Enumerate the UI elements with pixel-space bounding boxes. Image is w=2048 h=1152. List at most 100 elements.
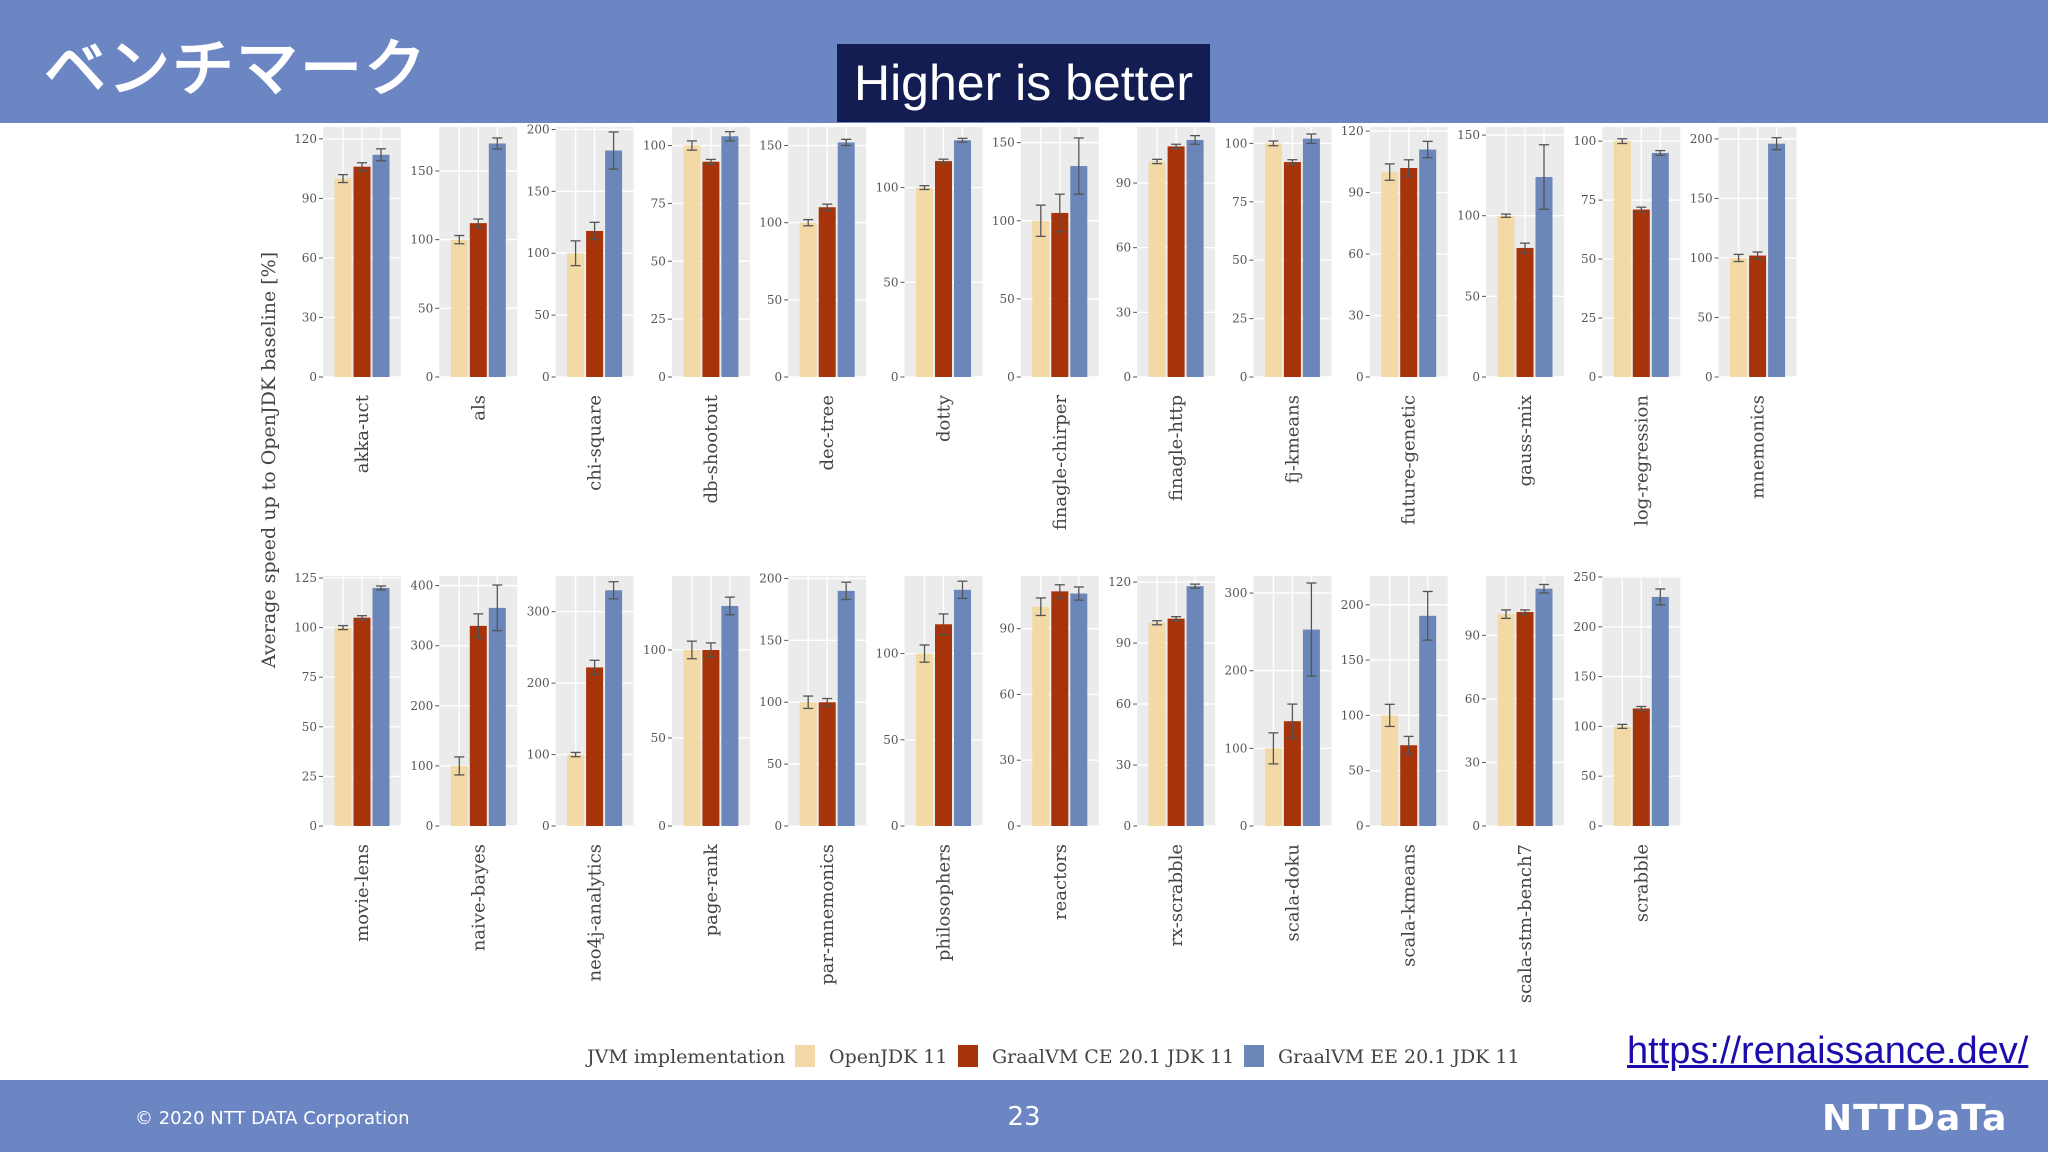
y-tick-label: 60 <box>1000 687 1015 701</box>
bar-graalvm-ce-20-1-jdk-11 <box>1400 167 1418 377</box>
panel-label: philosophers <box>934 844 955 961</box>
panel-label: als <box>468 395 489 421</box>
y-tick-label: 50 <box>883 275 898 289</box>
y-tick-label: 100 <box>759 695 782 709</box>
bar-graalvm-ee-20-1-jdk-11 <box>605 150 623 377</box>
y-tick-label: 25 <box>302 769 317 783</box>
slide-footer <box>0 1080 2048 1152</box>
bar-graalvm-ce-20-1-jdk-11 <box>586 667 604 826</box>
renaissance-url-link[interactable]: https://renaissance.dev/ <box>1627 1030 2029 1072</box>
bar-graalvm-ce-20-1-jdk-11 <box>353 617 371 826</box>
bar-graalvm-ee-20-1-jdk-11 <box>1651 596 1669 826</box>
y-tick-label: 30 <box>302 310 317 324</box>
bar-openjdk-11 <box>334 178 352 377</box>
panel-label: db-shootout <box>701 394 722 503</box>
bar-graalvm-ee-20-1-jdk-11 <box>1535 177 1553 377</box>
y-tick-label: 0 <box>1240 370 1248 384</box>
bar-graalvm-ee-20-1-jdk-11 <box>372 154 390 377</box>
y-tick-label: 400 <box>410 579 433 593</box>
bar-openjdk-11 <box>916 187 933 377</box>
bar-graalvm-ee-20-1-jdk-11 <box>488 607 506 826</box>
y-tick-label: 90 <box>1000 622 1015 636</box>
panel-label: dotty <box>934 394 955 442</box>
y-tick-label: 0 <box>658 370 666 384</box>
y-tick-label: 0 <box>658 819 666 833</box>
panel-fj-kmeans: 0 25 50 75 100 fj-kmeans <box>1224 127 1332 484</box>
bar-graalvm-ce-20-1-jdk-11 <box>818 207 836 377</box>
y-tick-label: 150 <box>992 136 1015 150</box>
panel-page-rank: 0 50 100 page-rank <box>643 576 750 936</box>
bar-openjdk-11 <box>567 253 585 377</box>
bar-openjdk-11 <box>1381 715 1399 826</box>
y-tick-label: 90 <box>1465 628 1480 642</box>
y-tick-label: 0 <box>1123 370 1131 384</box>
y-tick-label: 30 <box>1465 755 1480 769</box>
y-tick-label: 90 <box>1116 176 1131 190</box>
y-tick-label: 0 <box>1123 819 1131 833</box>
bar-openjdk-11 <box>799 702 817 826</box>
panel-label: movie-lens <box>352 844 373 942</box>
bar-openjdk-11 <box>1730 257 1748 377</box>
bar-graalvm-ee-20-1-jdk-11 <box>837 590 855 826</box>
y-tick-label: 100 <box>527 246 550 260</box>
y-tick-label: 0 <box>1472 819 1480 833</box>
y-tick-label: 100 <box>1690 251 1713 265</box>
bar-graalvm-ce-20-1-jdk-11 <box>469 625 487 826</box>
panel-naive-bayes: 0 100 200 300 400 naive-bayes <box>410 576 518 951</box>
panel-label: rx-scrabble <box>1166 844 1187 947</box>
bar-graalvm-ee-20-1-jdk-11 <box>1419 149 1437 377</box>
y-tick-label: 250 <box>1573 570 1596 584</box>
bar-graalvm-ee-20-1-jdk-11 <box>721 136 739 377</box>
bar-openjdk-11 <box>1032 606 1050 826</box>
bar-graalvm-ee-20-1-jdk-11 <box>721 605 739 826</box>
panel-label: chi-square <box>585 395 606 491</box>
panel-label: page-rank <box>701 843 722 936</box>
page-number: 23 <box>1007 1102 1041 1132</box>
y-tick-label: 0 <box>891 819 899 833</box>
bar-openjdk-11 <box>1613 726 1631 826</box>
slide-title: ベンチマーク <box>44 32 429 105</box>
y-tick-label: 25 <box>1232 312 1247 326</box>
panel-label: scrabble <box>1631 844 1652 922</box>
y-tick-label: 60 <box>1116 697 1131 711</box>
bar-graalvm-ce-20-1-jdk-11 <box>1749 255 1767 377</box>
panel-reactors: 0 30 60 90 reactors <box>1000 576 1099 920</box>
y-tick-label: 100 <box>876 647 899 661</box>
panel-label: par-mnemonics <box>817 844 838 985</box>
y-tick-label: 0 <box>1356 819 1364 833</box>
higher-is-better-callout: Higher is better <box>837 44 1210 122</box>
bar-graalvm-ee-20-1-jdk-11 <box>1419 615 1437 826</box>
legend-swatch <box>795 1045 815 1067</box>
panel-mnemonics: 0 50 100 150 200 mnemonics <box>1690 127 1797 499</box>
legend: JVM implementation OpenJDK 11 GraalVM CE 2… <box>585 1045 1520 1068</box>
y-tick-label: 300 <box>527 605 550 619</box>
y-tick-label: 30 <box>1348 309 1363 323</box>
panel-label: scala-stm-bench7 <box>1515 844 1536 1003</box>
bar-graalvm-ce-20-1-jdk-11 <box>702 161 720 377</box>
bar-graalvm-ce-20-1-jdk-11 <box>935 161 952 377</box>
panel-db-shootout: 0 25 50 75 100 db-shootout <box>643 127 750 504</box>
bar-openjdk-11 <box>334 627 352 826</box>
panel-label: dec-tree <box>817 395 838 470</box>
y-tick-label: 150 <box>1341 653 1364 667</box>
y-tick-label: 0 <box>891 370 899 384</box>
bar-openjdk-11 <box>1613 141 1631 377</box>
y-tick-label: 100 <box>643 139 666 153</box>
panel-label: scala-doku <box>1282 844 1303 941</box>
panel-gauss-mix: 0 50 100 150 gauss-mix <box>1457 127 1564 486</box>
bar-graalvm-ce-20-1-jdk-11 <box>469 223 487 377</box>
y-tick-label: 150 <box>1457 128 1480 142</box>
legend-entry: GraalVM EE 20.1 JDK 11 <box>1278 1046 1520 1068</box>
y-tick-label: 100 <box>294 621 317 635</box>
panel-label: scala-kmeans <box>1399 844 1420 967</box>
bar-graalvm-ce-20-1-jdk-11 <box>353 166 371 377</box>
y-tick-label: 0 <box>775 370 783 384</box>
y-tick-label: 50 <box>651 731 666 745</box>
y-tick-label: 300 <box>410 639 433 653</box>
legend-entry: GraalVM CE 20.1 JDK 11 <box>992 1046 1234 1068</box>
bar-graalvm-ce-20-1-jdk-11 <box>1632 209 1650 377</box>
bar-openjdk-11 <box>450 765 468 826</box>
bar-openjdk-11 <box>1381 172 1399 377</box>
y-tick-label: 25 <box>651 312 666 326</box>
y-tick-label: 100 <box>1224 741 1247 755</box>
